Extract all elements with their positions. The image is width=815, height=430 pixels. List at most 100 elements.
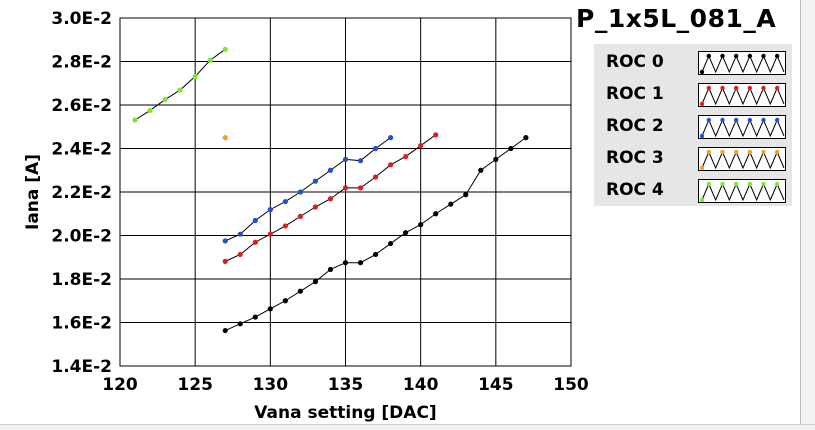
data-point [222, 258, 228, 264]
legend-swatch-marker [774, 181, 780, 187]
legend-item-roc-3[interactable]: ROC 3 [594, 144, 792, 174]
legend-swatch-line [701, 150, 785, 170]
legend-item-roc-4[interactable]: ROC 4 [594, 176, 792, 206]
data-point [162, 96, 168, 103]
data-point [312, 178, 319, 184]
legend-swatch-marker [706, 117, 712, 123]
legend-swatch-marker [699, 165, 705, 170]
legend-swatch-marker [747, 85, 753, 91]
data-point [433, 132, 439, 138]
legend-swatch-line [701, 86, 785, 106]
legend-item-roc-0[interactable]: ROC 0 [594, 48, 792, 78]
data-point [282, 198, 288, 205]
legend-swatch-marker [699, 197, 705, 202]
legend-swatch-marker [699, 69, 705, 74]
legend-swatch-marker [761, 85, 766, 91]
data-point [342, 185, 349, 191]
legend-swatch-marker [747, 117, 753, 123]
series-line [225, 137, 391, 242]
series-roc-3 [222, 135, 228, 141]
data-point [222, 238, 228, 244]
data-point [327, 196, 334, 202]
x-axis-title: Vana setting [DAC] [254, 403, 436, 423]
series-roc-2 [222, 135, 394, 244]
data-point [327, 167, 334, 173]
legend-swatch-marker [706, 181, 712, 187]
data-point [237, 251, 243, 258]
legend-swatch-marker [733, 85, 739, 91]
legend-swatch-marker [720, 85, 725, 91]
data-point [357, 158, 364, 164]
x-tick-label: 150 [553, 375, 589, 395]
data-point [267, 207, 273, 213]
legend-swatch-marker [733, 117, 739, 123]
data-point [237, 231, 243, 237]
legend-swatch-marker [699, 101, 705, 106]
data-point [282, 298, 288, 304]
legend-swatch-marker [699, 133, 705, 138]
data-point [252, 314, 258, 320]
data-point [463, 192, 469, 198]
data-point [357, 185, 364, 191]
data-point [388, 135, 394, 141]
legend-item-roc-1[interactable]: ROC 1 [594, 80, 792, 110]
data-point [327, 266, 334, 273]
legend-swatch-marker [706, 149, 712, 155]
data-point [297, 288, 303, 294]
data-point [372, 251, 379, 258]
y-tick-label: 2.6E-2 [51, 96, 112, 116]
legend-swatch-marker [761, 53, 766, 59]
data-point [222, 46, 228, 52]
y-axis-ticks: 1.4E-2 1.6E-2 1.8E-2 2.0E-2 2.2E-2 2.4E-2 2.6E… [51, 9, 112, 377]
legend-swatch-marker [720, 117, 725, 123]
data-point [372, 174, 379, 180]
legend-swatch-marker [774, 53, 780, 59]
x-tick-label: 130 [253, 375, 289, 395]
window-right-edge [800, 0, 815, 430]
legend-swatch[interactable] [698, 83, 786, 107]
y-tick-label: 1.8E-2 [51, 270, 112, 290]
data-point [403, 230, 409, 236]
legend-label: ROC 1 [606, 84, 664, 104]
data-point [222, 135, 228, 141]
legend-swatch[interactable] [698, 179, 786, 203]
legend-label: ROC 3 [606, 148, 664, 168]
legend-swatch-marker [720, 181, 725, 187]
data-point [177, 87, 183, 93]
y-tick-label: 1.6E-2 [51, 314, 112, 334]
legend-swatch-marker [761, 117, 766, 123]
graph-title: P_1x5L_081_A [576, 4, 777, 33]
y-tick-label: 2.2E-2 [51, 183, 112, 203]
data-point [312, 204, 319, 210]
data-point [252, 239, 258, 245]
data-point [297, 213, 303, 219]
legend-swatch-marker [733, 53, 739, 59]
legend-label: ROC 2 [606, 116, 664, 136]
legend-swatch[interactable] [698, 147, 786, 171]
data-point [372, 145, 379, 152]
x-tick-label: 125 [177, 375, 213, 395]
legend-swatch[interactable] [698, 51, 786, 75]
legend-item-roc-2[interactable]: ROC 2 [594, 112, 792, 142]
data-point [237, 321, 243, 327]
y-tick-label: 3.0E-2 [51, 9, 112, 29]
data-point [403, 153, 409, 160]
data-point [222, 327, 228, 334]
data-point [312, 279, 319, 285]
data-point [297, 189, 303, 195]
data-point [282, 223, 288, 229]
legend-swatch-marker [720, 53, 725, 59]
legend-panel: ROC 0 ROC 1 ROC 2 ROC 3 ROC 4 [594, 44, 792, 206]
data-point [357, 260, 364, 266]
legend-swatch-marker [706, 85, 712, 91]
data-point [478, 167, 484, 173]
x-tick-label: 140 [403, 375, 439, 395]
legend-label: ROC 4 [606, 180, 664, 200]
data-point [418, 143, 424, 149]
data-point [192, 73, 198, 80]
x-tick-label: 135 [328, 375, 364, 395]
legend-swatch-marker [747, 149, 753, 155]
legend-swatch[interactable] [698, 115, 786, 139]
data-point [342, 260, 349, 266]
legend-swatch-marker [706, 53, 712, 59]
